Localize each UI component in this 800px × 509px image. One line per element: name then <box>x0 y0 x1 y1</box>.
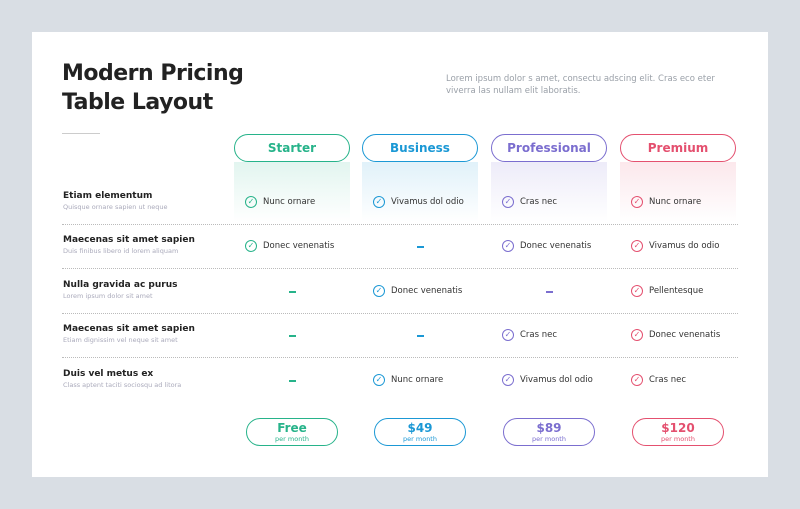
row-title: Nulla gravida ac purus <box>63 280 178 290</box>
not-included-dash <box>417 246 424 248</box>
check-icon: ✓ <box>245 196 257 208</box>
feature-cell: ✓ Donec venenatis <box>373 284 462 298</box>
row-divider <box>62 268 738 269</box>
feature-text: Cras nec <box>649 375 687 385</box>
plan-header-starter[interactable]: Starter <box>234 134 350 162</box>
row-subtitle: Duis finibus libero id lorem aliquam <box>63 247 179 255</box>
feature-text: Donec venenatis <box>520 241 592 251</box>
price-button-business[interactable]: $49 per month <box>374 418 466 446</box>
pricing-card: Modern Pricing Table Layout Lorem ipsum d… <box>32 32 768 477</box>
not-included-dash <box>289 335 296 337</box>
not-included-dash <box>546 291 553 293</box>
column-highlight-professional <box>491 162 607 222</box>
price-period: per month <box>403 435 437 443</box>
price-period: per month <box>532 435 566 443</box>
row-title: Etiam elementum <box>63 191 153 201</box>
price-period: per month <box>275 435 309 443</box>
check-icon: ✓ <box>502 374 514 386</box>
title-line-2: Table Layout <box>62 90 213 115</box>
row-subtitle: Class aptent taciti sociosqu ad litora <box>63 381 182 389</box>
row-title: Maecenas sit amet sapien <box>63 324 195 334</box>
column-highlight-premium <box>620 162 736 222</box>
check-icon: ✓ <box>373 285 385 297</box>
row-label: Duis vel metus ex Class aptent taciti soc… <box>63 369 181 389</box>
price-amount: $49 <box>407 421 433 435</box>
price-button-professional[interactable]: $89 per month <box>503 418 595 446</box>
page-title: Modern Pricing Table Layout <box>62 59 282 117</box>
not-included-dash <box>289 291 296 293</box>
check-icon: ✓ <box>502 240 514 252</box>
price-button-premium[interactable]: $120 per month <box>632 418 724 446</box>
divider <box>62 133 100 134</box>
plan-header-business[interactable]: Business <box>362 134 478 162</box>
feature-cell: ✓ Nunc ornare <box>245 195 315 209</box>
check-icon: ✓ <box>631 240 643 252</box>
feature-cell: ✓ Nunc ornare <box>373 373 443 387</box>
check-icon: ✓ <box>631 285 643 297</box>
feature-cell: ✓ Cras nec <box>631 373 686 387</box>
row-subtitle: Quisque ornare sapien ut neque <box>63 203 168 211</box>
check-icon: ✓ <box>631 329 643 341</box>
price-amount: $89 <box>536 421 562 435</box>
price-button-starter[interactable]: Free per month <box>246 418 338 446</box>
feature-cell: ✓ Donec venenatis <box>245 239 334 253</box>
feature-text: Nunc ornare <box>263 197 316 207</box>
feature-cell: ✓ Vivamus do odio <box>631 239 719 253</box>
feature-text: Vivamus do odio <box>649 241 720 251</box>
feature-cell: ✓ Cras nec <box>502 195 557 209</box>
row-label: Maecenas sit amet sapien Duis finibus lib… <box>63 235 195 255</box>
row-divider <box>62 313 738 314</box>
feature-text: Cras nec <box>520 330 558 340</box>
check-icon: ✓ <box>502 329 514 341</box>
row-subtitle: Etiam dignissim vel neque sit amet <box>63 336 178 344</box>
feature-cell: ✓ Cras nec <box>502 328 557 342</box>
feature-cell: ✓ Donec venenatis <box>502 239 591 253</box>
price-amount: $120 <box>661 421 695 435</box>
feature-cell: ✓ Vivamus dol odio <box>373 195 464 209</box>
not-included-dash <box>289 380 296 382</box>
feature-text: Vivamus dol odio <box>391 197 464 207</box>
feature-cell: ✓ Vivamus dol odio <box>502 373 593 387</box>
row-label: Etiam elementum Quisque ornare sapien ut … <box>63 191 168 211</box>
plan-header-premium[interactable]: Premium <box>620 134 736 162</box>
row-subtitle: Lorem ipsum dolor sit amet <box>63 292 153 300</box>
column-highlight-business <box>362 162 478 222</box>
feature-text: Vivamus dol odio <box>520 375 593 385</box>
row-divider <box>62 357 738 358</box>
check-icon: ✓ <box>631 196 643 208</box>
row-label: Nulla gravida ac purus Lorem ipsum dolor … <box>63 280 177 300</box>
check-icon: ✓ <box>373 374 385 386</box>
price-period: per month <box>661 435 695 443</box>
row-label: Maecenas sit amet sapien Etiam dignissim … <box>63 324 195 344</box>
check-icon: ✓ <box>631 374 643 386</box>
check-icon: ✓ <box>245 240 257 252</box>
feature-text: Nunc ornare <box>649 197 702 207</box>
title-line-1: Modern Pricing <box>62 61 244 86</box>
row-title: Duis vel metus ex <box>63 369 154 379</box>
feature-cell: ✓ Nunc ornare <box>631 195 701 209</box>
row-divider <box>62 224 738 225</box>
check-icon: ✓ <box>502 196 514 208</box>
feature-cell: ✓ Donec venenatis <box>631 328 720 342</box>
feature-text: Pellentesque <box>649 286 704 296</box>
row-title: Maecenas sit amet sapien <box>63 235 195 245</box>
feature-cell: ✓ Pellentesque <box>631 284 703 298</box>
plan-header-professional[interactable]: Professional <box>491 134 607 162</box>
feature-text: Donec venenatis <box>391 286 463 296</box>
description: Lorem ipsum dolor s amet, consectu adsci… <box>446 74 715 96</box>
check-icon: ✓ <box>373 196 385 208</box>
feature-text: Nunc ornare <box>391 375 444 385</box>
feature-text: Donec venenatis <box>263 241 335 251</box>
feature-text: Donec venenatis <box>649 330 721 340</box>
not-included-dash <box>417 335 424 337</box>
column-highlight-starter <box>234 162 350 222</box>
feature-text: Cras nec <box>520 197 558 207</box>
price-amount: Free <box>277 421 307 435</box>
